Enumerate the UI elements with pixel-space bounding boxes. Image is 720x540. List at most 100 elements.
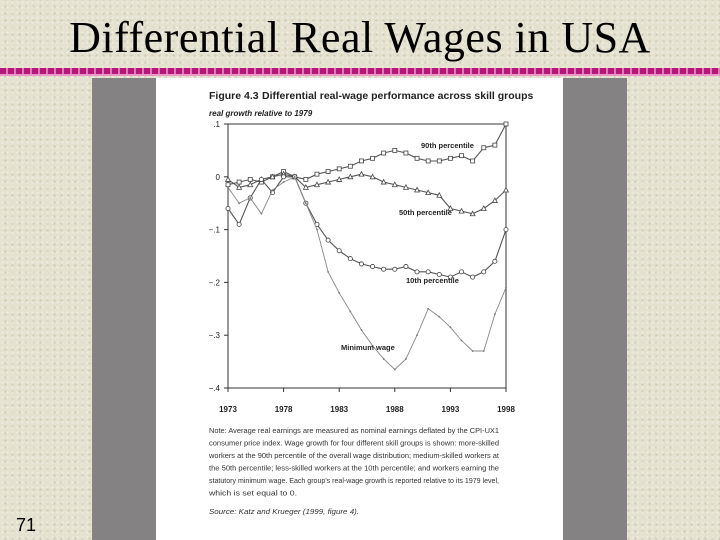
data-point xyxy=(327,270,329,273)
x-tick-label: 1973 xyxy=(219,405,237,414)
data-point xyxy=(347,256,353,262)
data-point xyxy=(436,271,442,277)
data-point xyxy=(304,202,307,205)
data-point xyxy=(271,189,274,191)
data-point xyxy=(325,178,332,185)
data-point xyxy=(470,158,476,164)
note-line: consumer price index. Wage growth for fo… xyxy=(209,439,499,448)
data-point xyxy=(313,181,321,188)
data-point xyxy=(413,186,421,193)
data-point xyxy=(236,184,243,190)
data-point xyxy=(492,258,498,264)
data-point xyxy=(482,350,485,352)
data-point xyxy=(370,264,376,270)
data-point xyxy=(382,358,385,360)
data-point xyxy=(392,148,398,153)
data-point xyxy=(403,150,409,156)
data-point xyxy=(458,207,465,214)
data-point xyxy=(391,181,398,188)
x-tick-label: 1978 xyxy=(275,405,293,414)
data-point xyxy=(325,169,331,174)
figure-caption-label: Figure 4.3 xyxy=(209,90,259,102)
data-point xyxy=(236,221,242,227)
data-point xyxy=(403,264,409,270)
data-point xyxy=(425,158,431,164)
data-point xyxy=(380,178,387,185)
data-point xyxy=(459,153,464,159)
note-line: Note: Average real earnings are measured… xyxy=(209,426,499,435)
y-axis-label: real growth relative to 1979 xyxy=(209,109,313,118)
data-point xyxy=(425,269,431,275)
data-point xyxy=(336,166,342,172)
data-point xyxy=(492,142,498,148)
series-label: 50th percentile xyxy=(399,208,452,217)
data-point xyxy=(414,269,420,275)
data-point xyxy=(447,274,453,280)
y-tick-label: −.3 xyxy=(209,331,221,340)
slide-title: Differential Real Wages in USA xyxy=(69,13,651,62)
figure-caption-title: Differential real-wage performance acros… xyxy=(262,90,534,102)
data-point xyxy=(392,266,398,272)
data-point xyxy=(503,227,509,233)
data-point xyxy=(371,344,374,347)
y-tick-label: .1 xyxy=(213,120,220,129)
x-tick-label: 1998 xyxy=(497,405,515,414)
data-point xyxy=(224,176,232,182)
data-point xyxy=(447,205,454,211)
data-point xyxy=(405,358,407,360)
data-point xyxy=(427,307,430,310)
data-point xyxy=(460,339,463,342)
series-label: 90th percentile xyxy=(421,141,474,150)
data-point xyxy=(349,310,352,313)
data-point xyxy=(247,177,253,182)
data-point xyxy=(480,205,487,211)
data-point xyxy=(493,313,496,315)
data-point xyxy=(360,329,363,331)
data-point xyxy=(358,261,364,267)
data-point xyxy=(227,186,229,189)
data-point xyxy=(469,210,476,217)
data-point xyxy=(336,176,343,182)
plot-frame xyxy=(227,123,507,389)
x-tick-label: 1988 xyxy=(386,405,404,414)
data-point xyxy=(402,184,409,190)
series-label: 10th percentile xyxy=(406,276,459,285)
data-point xyxy=(225,182,231,188)
data-point xyxy=(269,173,276,180)
data-point xyxy=(436,191,443,198)
x-tick-label: 1993 xyxy=(442,405,460,414)
data-point xyxy=(260,212,263,215)
y-tick-label: −.1 xyxy=(209,226,221,235)
data-point xyxy=(370,155,375,161)
title-underline-accent xyxy=(0,74,720,76)
note-line: statutory minimum wage. Each group's rea… xyxy=(209,476,499,485)
data-point xyxy=(436,158,442,164)
y-tick-label: −.2 xyxy=(209,278,221,287)
data-point xyxy=(338,292,341,294)
data-point xyxy=(358,170,365,177)
slide-number: 71 xyxy=(16,515,37,535)
data-point xyxy=(281,174,287,180)
data-point xyxy=(502,186,510,193)
data-point xyxy=(505,286,507,289)
data-point xyxy=(481,145,487,151)
data-point xyxy=(314,171,320,177)
data-point xyxy=(325,237,331,243)
data-point xyxy=(282,181,285,183)
data-point xyxy=(359,158,364,164)
data-point xyxy=(238,202,241,205)
x-tick-label: 1983 xyxy=(330,405,348,414)
note-line: which is set equal to 0. xyxy=(208,489,297,498)
data-point xyxy=(369,173,376,180)
data-point xyxy=(302,184,309,190)
series-line-2 xyxy=(227,176,507,278)
title-underline xyxy=(0,68,720,74)
data-point xyxy=(347,163,353,169)
figure-source: Source: Katz and Krueger (1999, figure 4… xyxy=(209,507,359,516)
data-point xyxy=(303,177,309,182)
data-point xyxy=(347,173,354,180)
data-point xyxy=(393,368,396,371)
series-label: Minimum wage xyxy=(341,343,395,352)
note-line: workers at the 90th percentile of the ov… xyxy=(208,451,500,460)
data-point xyxy=(381,150,387,156)
